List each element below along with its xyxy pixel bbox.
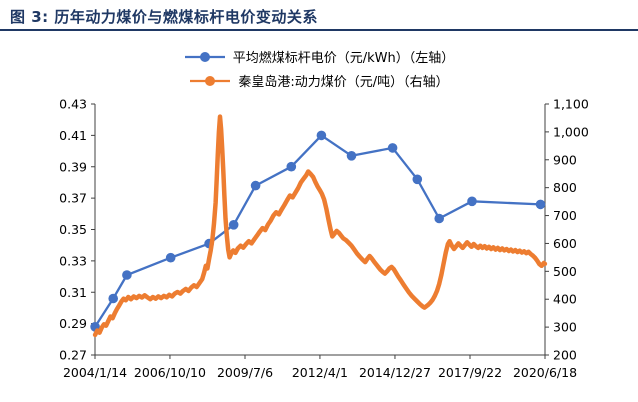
x-axis-tick-label: 2006/10/10	[134, 365, 206, 380]
right-axis-tick-label: 200	[553, 348, 577, 363]
chart-svg: 0.27 0.29 0.31 0.33 0.35 0.37 0.39 0.41 0.43 200 3…	[59, 97, 589, 381]
right-axis-tick-label: 1,100	[553, 97, 589, 112]
right-axis-tick-label: 1,000	[553, 124, 589, 139]
left-axis-tick-label: 0.29	[59, 316, 87, 331]
line-marker-icon	[190, 75, 231, 86]
chart-legend: 平均燃煤标杆电价（元/kWh）（左轴） 秦皇岛港:动力煤价（元/吨）（右轴）	[0, 47, 638, 90]
left-axis-tick-label: 0.33	[59, 253, 87, 268]
legend-label-electricity-price: 平均燃煤标杆电价（元/kWh）（左轴）	[232, 51, 455, 66]
series-line-coal-price	[92, 114, 548, 338]
legend-item-electricity-price: 平均燃煤标杆电价（元/kWh）（左轴）	[184, 47, 455, 66]
series-marker-electricity-price	[535, 199, 546, 210]
line-marker-icon	[184, 51, 225, 62]
right-axis-tick-label: 600	[553, 236, 577, 251]
left-axis-tick-label: 0.31	[59, 285, 87, 300]
left-axis-tick-label: 0.39	[59, 159, 87, 174]
series-marker-electricity-price	[412, 174, 423, 185]
left-axis-tick-label: 0.37	[59, 191, 87, 206]
series-marker-electricity-price	[434, 213, 445, 224]
right-axis-tick-label: 900	[553, 152, 577, 167]
left-axis-tick-label: 0.35	[59, 222, 87, 237]
x-axis-tick-label: 2004/1/14	[63, 365, 127, 380]
chart-title: 图 3: 历年动力煤价与燃煤标杆电价变动关系	[10, 8, 318, 26]
x-axis-tick-label: 2014/12/27	[359, 365, 431, 380]
right-axis-tick-label: 500	[553, 264, 577, 279]
series-marker-electricity-price	[165, 252, 176, 263]
legend-item-coal-price: 秦皇岛港:动力煤价（元/吨）（右轴）	[189, 71, 449, 90]
title-divider	[0, 29, 638, 31]
series-marker-electricity-price	[250, 180, 261, 191]
series-marker-electricity-price	[346, 151, 357, 161]
left-axis-tick-label: 0.27	[59, 348, 87, 363]
series-marker-electricity-price	[387, 143, 398, 153]
right-axis-tick-label: 800	[553, 180, 577, 195]
x-axis-tick-label: 2020/6/18	[513, 365, 577, 380]
right-axis-tick-label: 400	[553, 292, 577, 307]
right-axis-tick-label: 700	[553, 208, 577, 223]
x-axis-tick-label: 2017/9/22	[438, 365, 502, 380]
right-axis-tick-label: 300	[553, 320, 577, 335]
left-axis-tick-label: 0.43	[59, 97, 87, 112]
series-marker-electricity-price	[286, 161, 297, 172]
series-marker-electricity-price	[108, 293, 118, 304]
legend-label-coal-price: 秦皇岛港:动力煤价（元/吨）（右轴）	[238, 75, 449, 90]
left-axis-tick-label: 0.41	[59, 128, 87, 143]
series-marker-electricity-price	[316, 130, 327, 141]
x-axis-tick-label: 2012/4/1	[292, 365, 348, 380]
series-marker-electricity-price	[228, 220, 239, 230]
series-marker-electricity-price	[122, 270, 132, 280]
x-axis-tick-label: 2009/7/6	[217, 365, 273, 380]
series-marker-electricity-price	[467, 196, 477, 207]
